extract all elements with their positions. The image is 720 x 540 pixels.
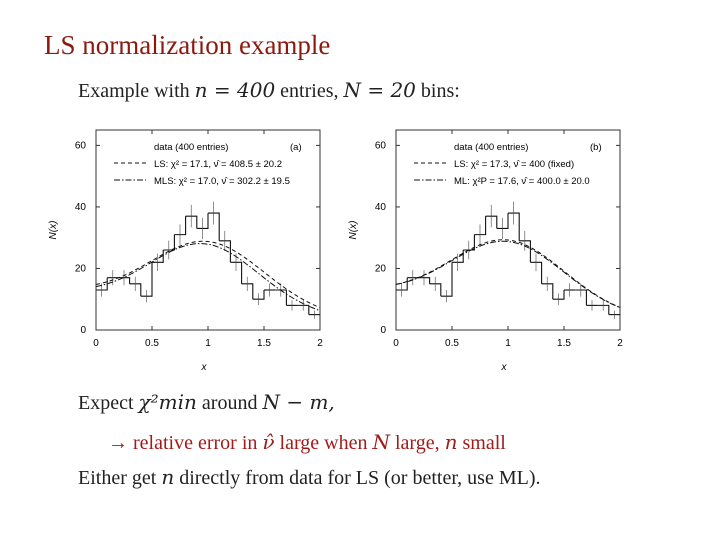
histogram-bin — [485, 215, 498, 229]
intro-line: Example with n = 400 entries, N = 20 bin… — [78, 78, 460, 103]
histogram-bin — [463, 234, 475, 251]
x-axis-label: x — [201, 362, 208, 373]
histogram-bin — [496, 213, 509, 230]
y-axis-label: N(x) — [348, 221, 359, 240]
x-axis-label: x — [501, 362, 508, 373]
histogram-bin — [174, 216, 187, 236]
legend-entry: data (400 entries) — [454, 142, 528, 153]
intro-suffix: bins: — [420, 80, 460, 102]
x-tick-label: 0.5 — [145, 338, 159, 349]
intro-prefix: Example with — [78, 80, 190, 102]
histogram-bin — [196, 213, 209, 230]
expect-expr: N − m, — [262, 390, 335, 414]
x-tick-label: 1.5 — [257, 338, 271, 349]
expect-line: Expect χ²min around N − m, — [78, 390, 335, 415]
either-prefix: Either get — [78, 467, 157, 489]
rel-mid2: large, — [394, 432, 440, 454]
histogram-bin — [474, 216, 487, 236]
histogram-bin — [140, 262, 153, 297]
histogram-bin — [118, 277, 131, 284]
fit-curve-ml — [395, 240, 621, 309]
rel-suffix: small — [462, 432, 506, 454]
histogram-bin — [552, 290, 565, 300]
y-tick-label: 60 — [375, 140, 387, 151]
histogram-bin — [530, 261, 543, 284]
y-tick-label: 0 — [380, 325, 386, 336]
panel-tag: (a) — [290, 142, 302, 153]
histogram-bin — [219, 240, 231, 263]
intro-mid: entries, — [280, 80, 339, 102]
histogram-bin — [440, 262, 453, 297]
histogram-bin — [152, 250, 164, 263]
histogram-bin — [418, 277, 431, 284]
expect-chi: χ²min — [138, 390, 197, 414]
histogram-bin — [575, 289, 587, 306]
y-tick-label: 40 — [375, 202, 387, 213]
x-tick-label: 1 — [505, 338, 511, 349]
expect-prefix: Expect — [78, 392, 134, 414]
histogram-bin — [96, 277, 108, 291]
histogram-bin — [163, 234, 175, 251]
histogram-bin — [241, 283, 254, 300]
histogram-bin — [508, 212, 520, 241]
histogram-bin — [429, 283, 442, 297]
histogram-bin — [597, 304, 610, 315]
y-tick-label: 60 — [75, 140, 87, 151]
x-tick-label: 0 — [393, 338, 399, 349]
legend-entry: LS: χ² = 17.1, ν̂ = 408.5 ± 20.2 — [154, 159, 282, 170]
either-suffix: directly from data for LS (or better, us… — [179, 467, 541, 489]
intro-n: n = 400 — [194, 78, 276, 102]
y-tick-label: 0 — [80, 325, 86, 336]
legend-entry: LS: χ² = 17.3, ν̂ = 400 (fixed) — [454, 159, 574, 170]
panel-tag: (b) — [590, 142, 602, 153]
intro-N: N = 20 — [343, 78, 416, 102]
expect-mid: around — [201, 392, 258, 414]
fit-curve-ls — [95, 240, 321, 309]
histogram-bin — [230, 261, 243, 284]
x-tick-label: 1 — [205, 338, 211, 349]
histogram-bin — [208, 212, 220, 241]
rel-prefix: relative error in — [133, 432, 258, 454]
rel-mid: large when — [279, 432, 368, 454]
x-tick-label: 2 — [317, 338, 323, 349]
histogram-bin — [129, 283, 142, 297]
histogram-bin — [519, 240, 531, 263]
y-tick-label: 20 — [375, 263, 387, 274]
legend-entry: data (400 entries) — [154, 142, 228, 153]
rel-n: n — [444, 430, 458, 454]
x-tick-label: 1.5 — [557, 338, 571, 349]
histogram-bin — [297, 304, 310, 315]
x-tick-label: 2 — [617, 338, 623, 349]
fit-curve-mls — [95, 243, 321, 312]
y-tick-label: 20 — [75, 263, 87, 274]
arrow-glyph: → — [108, 432, 128, 454]
legend-entry: MLS: χ² = 17.0, ν̂ = 302.2 ± 19.5 — [154, 176, 290, 187]
y-tick-label: 40 — [75, 202, 87, 213]
relative-error-line: → relative error in ν̂ large when N larg… — [108, 430, 506, 455]
either-line: Either get n directly from data for LS (… — [78, 465, 541, 490]
either-n: n — [161, 465, 175, 489]
rel-nu: ν̂ — [262, 430, 275, 454]
y-axis-label: N(x) — [48, 221, 59, 240]
histogram-bin — [275, 289, 287, 306]
histogram-bin — [185, 215, 198, 229]
x-tick-label: 0.5 — [445, 338, 459, 349]
histogram-bin — [252, 290, 265, 300]
slide-title: LS normalization example — [44, 30, 331, 60]
rel-N: N — [372, 430, 390, 454]
legend-entry: ML: χ²P = 17.6, ν̂ = 400.0 ± 20.0 — [454, 176, 590, 187]
x-tick-label: 0 — [93, 338, 99, 349]
histogram-bin — [541, 283, 554, 300]
